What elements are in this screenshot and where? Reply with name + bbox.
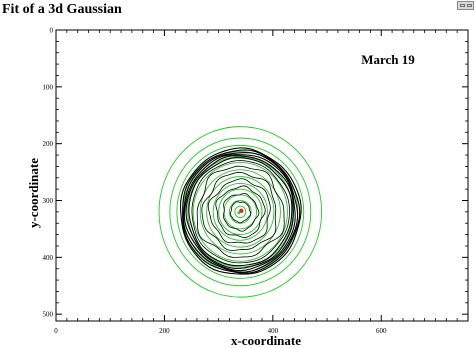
data-contour [215,185,266,238]
data-contour [182,152,299,273]
fit-contour [158,126,323,298]
y-axis-label: y-coordinate [26,158,41,228]
data-contour [223,193,260,232]
data-contour [185,155,294,269]
fit-contour [192,161,288,262]
center-markers [237,208,244,215]
plot-frame [55,29,469,322]
data-contour [179,147,302,275]
x-tick-label: 400 [268,327,279,335]
fit-contour [218,188,263,236]
data-contour [188,157,293,267]
x-tick-label: 0 [54,327,58,335]
fit-contour [199,169,281,255]
x-axis-label: x-coordinate [231,333,301,348]
data-contours [179,147,302,275]
fit-contour [176,144,305,279]
data-contour [191,160,290,264]
fit-contour [206,176,275,248]
fit-center-marker [239,208,244,214]
fit-contour [169,137,312,287]
data-contour [207,178,271,244]
axis-ticks: 0 200 400 600 0 100 200 300 400 500 [43,27,469,335]
data-contour [229,201,252,224]
fit-contour [229,200,252,224]
data-contour [196,165,285,258]
y-tick-label: 300 [43,197,54,205]
data-center-marker [237,211,241,215]
data-contour [182,149,301,274]
fit-contour [212,183,268,241]
y-tick-label: 200 [43,140,54,148]
fit-contour [234,205,247,219]
data-contour [183,154,296,272]
y-tick-label: 100 [43,83,54,91]
chart-title: Fit of a 3d Gaussian [2,2,122,17]
date-annotation: March 19 [361,52,415,67]
data-contour [201,171,277,251]
y-tick-label: 500 [43,311,54,319]
window-restore-icon[interactable] [457,1,474,10]
x-tick-label: 600 [376,327,387,335]
y-tick-label: 400 [43,254,54,262]
y-tick-label: 0 [50,27,54,35]
x-tick-label: 200 [159,327,170,335]
